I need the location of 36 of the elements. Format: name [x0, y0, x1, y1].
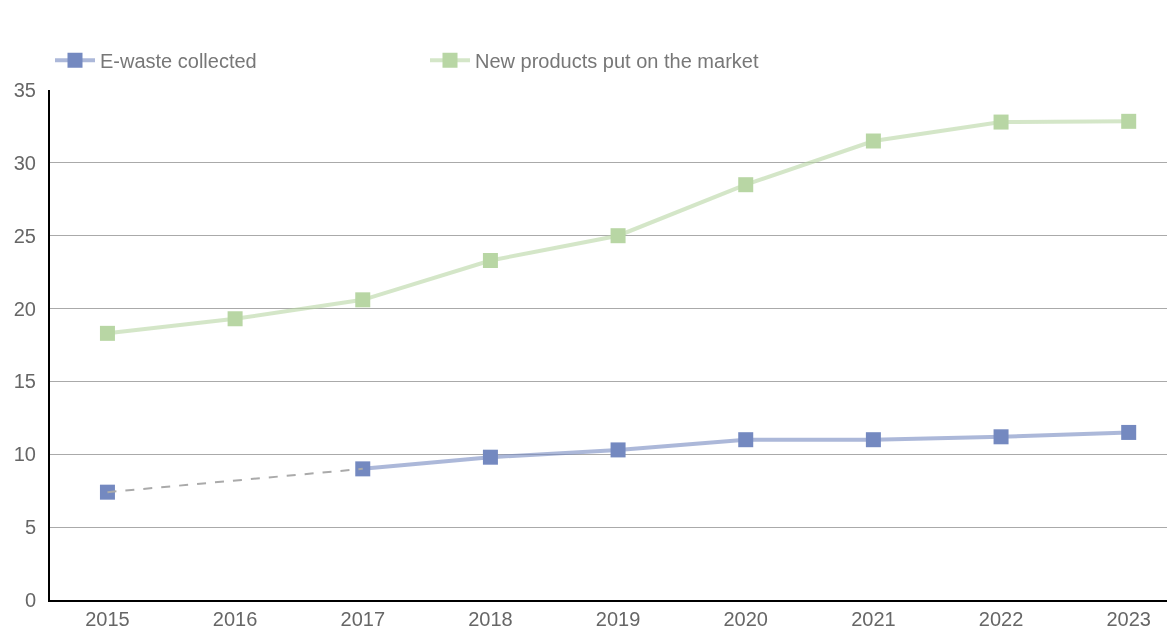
legend-label: New products put on the market — [475, 50, 759, 73]
point — [355, 461, 371, 477]
x-tick-label: 2016 — [212, 608, 258, 630]
point — [99, 325, 115, 341]
point — [1121, 424, 1137, 440]
point — [610, 442, 626, 458]
point — [993, 114, 1009, 130]
y-tick-label: 20 — [13, 297, 36, 320]
y-tick-label: 5 — [24, 516, 36, 539]
x-tick-label: 2021 — [851, 608, 896, 630]
point — [227, 311, 243, 327]
legend-label: E-waste collected — [100, 50, 257, 73]
x-tick-label: 2018 — [468, 608, 513, 630]
x-tick-label: 2020 — [723, 608, 768, 630]
point — [1121, 113, 1137, 129]
point — [99, 484, 115, 500]
y-tick-label: 30 — [13, 151, 36, 174]
point — [738, 432, 754, 448]
point — [355, 292, 371, 308]
point — [738, 177, 754, 193]
y-tick-label: 25 — [13, 224, 36, 247]
point — [993, 429, 1009, 445]
point — [865, 432, 881, 448]
x-tick-label: 2023 — [1106, 608, 1151, 630]
x-tick-label: 2022 — [978, 608, 1024, 630]
x-tick-label: 2019 — [595, 608, 641, 630]
y-tick-label: 10 — [13, 443, 36, 466]
x-tick-label: 2017 — [340, 608, 386, 630]
y-tick-label: 35 — [13, 79, 36, 101]
y-tick-label: 0 — [24, 589, 36, 611]
x-tick-label: 2015 — [85, 608, 130, 630]
point — [610, 228, 626, 244]
point — [482, 449, 498, 465]
point — [865, 133, 881, 149]
y-tick-label: 15 — [13, 370, 36, 393]
point — [482, 252, 498, 268]
